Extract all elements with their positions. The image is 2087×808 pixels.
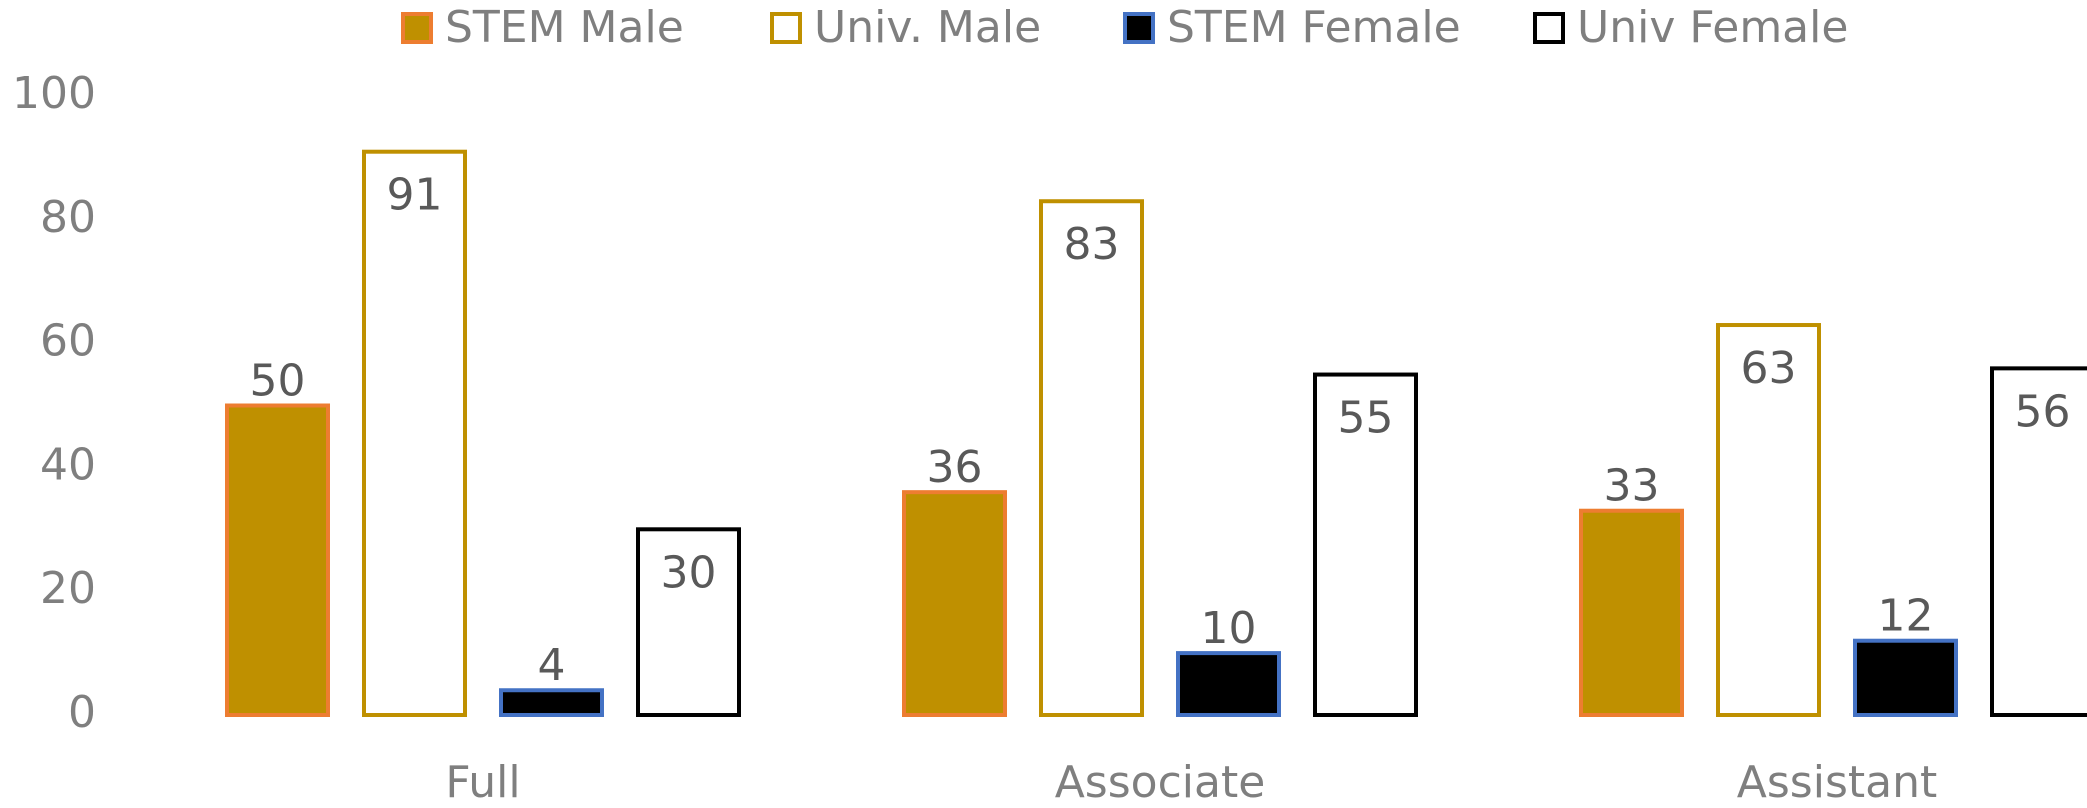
legend-swatch — [1123, 12, 1155, 44]
data-label: 4 — [538, 640, 566, 691]
bar — [1176, 651, 1281, 717]
bar — [902, 490, 1007, 717]
data-label: 50 — [250, 356, 306, 407]
legend-swatch — [770, 12, 802, 44]
x-tick-label: Assistant — [1737, 757, 1937, 808]
data-label: 91 — [387, 170, 443, 221]
y-tick-label: 60 — [40, 316, 96, 367]
bar — [1990, 366, 2087, 717]
data-label: 56 — [2015, 386, 2071, 437]
x-tick-label: Full — [445, 757, 520, 808]
bar — [499, 688, 604, 717]
legend-label: Univ. Male — [814, 2, 1041, 53]
y-tick-label: 20 — [40, 563, 96, 614]
bar — [225, 403, 330, 717]
data-label: 12 — [1878, 591, 1934, 642]
x-tick-label: Associate — [1055, 757, 1266, 808]
legend-label: STEM Female — [1167, 2, 1461, 53]
bar — [1716, 323, 1821, 717]
bar — [1579, 508, 1684, 718]
y-tick-label: 100 — [12, 68, 96, 119]
data-label: 36 — [927, 442, 983, 493]
data-label: 10 — [1201, 603, 1257, 654]
y-tick-label: 0 — [68, 687, 96, 738]
legend-swatch — [401, 12, 433, 44]
legend-label: Univ Female — [1577, 2, 1848, 53]
y-tick-label: 80 — [40, 192, 96, 243]
data-label: 63 — [1741, 343, 1797, 394]
legend-label: STEM Male — [445, 2, 684, 53]
bar — [636, 527, 741, 717]
data-label: 33 — [1604, 461, 1660, 512]
bar — [1853, 638, 1958, 717]
data-label: 30 — [661, 547, 717, 598]
data-label: 55 — [1338, 393, 1394, 444]
data-label: 83 — [1064, 219, 1120, 270]
y-tick-label: 40 — [40, 439, 96, 490]
bar — [1313, 372, 1418, 717]
bar — [362, 149, 467, 717]
bar — [1039, 199, 1144, 718]
legend-swatch — [1533, 12, 1565, 44]
